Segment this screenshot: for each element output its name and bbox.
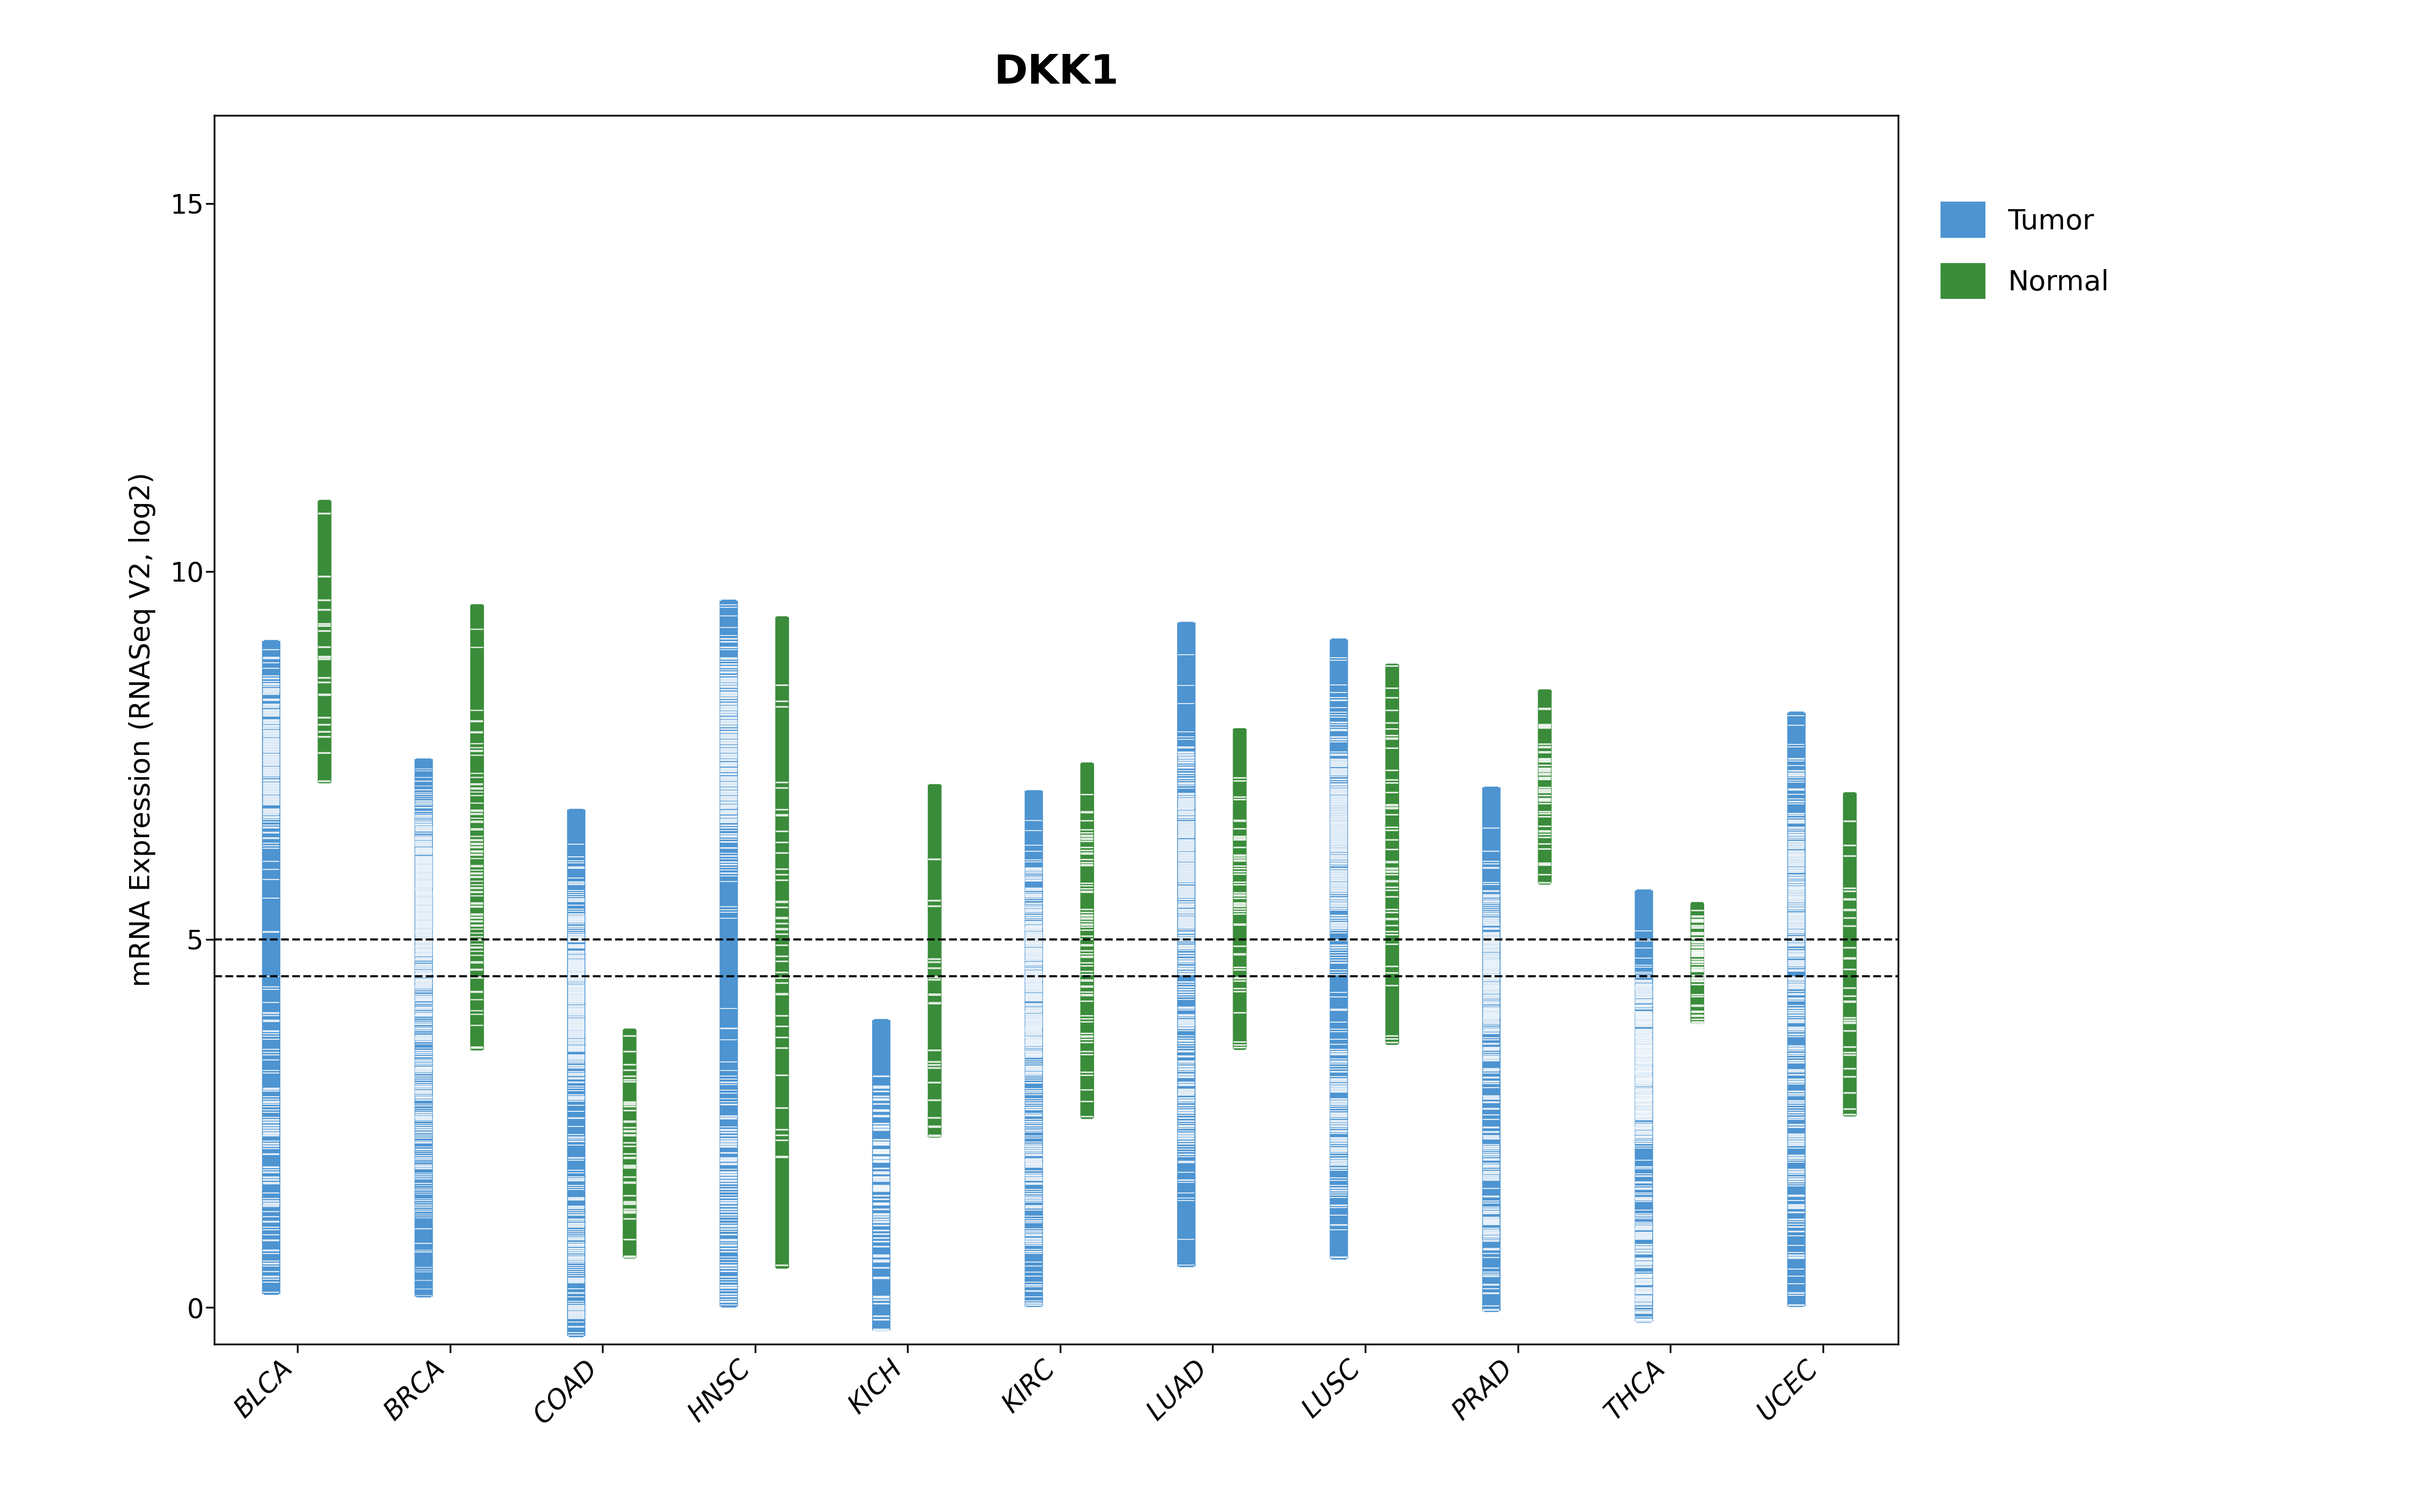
Title: DKK1: DKK1 (995, 53, 1118, 92)
Y-axis label: mRNA Expression (RNASeq V2, log2): mRNA Expression (RNASeq V2, log2) (128, 472, 155, 987)
Legend: Tumor, Normal: Tumor, Normal (1929, 191, 2120, 310)
